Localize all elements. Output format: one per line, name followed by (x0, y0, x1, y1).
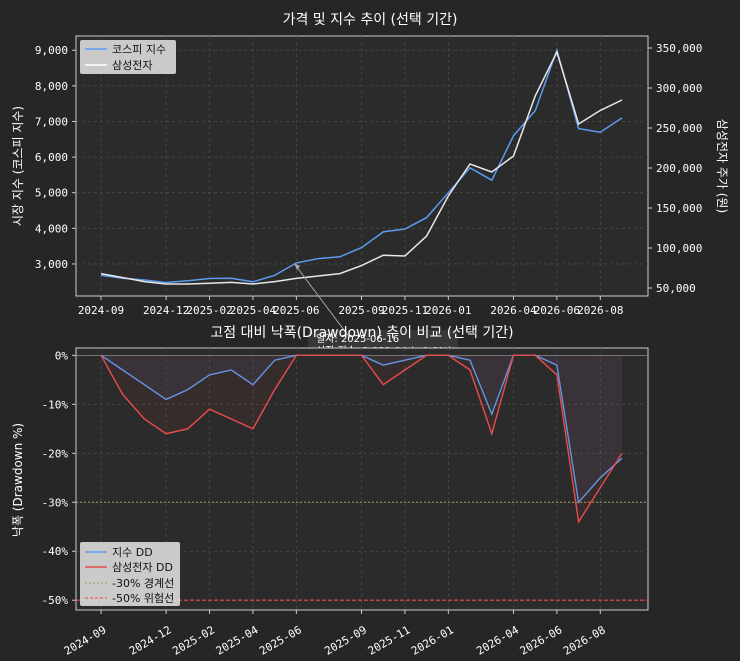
series-line-index (100, 47, 623, 284)
top-left-tick-label: 6,000 (35, 151, 68, 164)
top-x-tick-label: 2026-04 (490, 304, 537, 317)
bottom-y-tick-label: -10% (42, 398, 69, 411)
top-series-lines (100, 47, 623, 285)
top-right-tick-label: 200,000 (656, 162, 702, 175)
bottom-y-tick-label: -50% (42, 594, 69, 607)
annotation-arrowhead (294, 263, 300, 270)
bottom-y-tick-label: -40% (42, 545, 69, 558)
legend-label-index-dd: 지수 DD (112, 546, 153, 559)
annotation-arrow (295, 265, 351, 339)
area-index-dd (101, 355, 622, 503)
legend-label-stock: 삼성전자 (112, 59, 152, 72)
top-right-tick-label: 50,000 (656, 282, 696, 295)
top-left-tick-label: 7,000 (35, 115, 68, 128)
top-left-tick-label: 9,000 (35, 44, 68, 57)
top-x-tick-label: 2026-01 (425, 304, 471, 317)
area-stock-dd (101, 355, 622, 522)
bottom-chart-title: 고점 대비 낙폭(Drawdown) 추이 비교 (선택 기간) (210, 325, 513, 341)
legend-label-index: 코스피 지수 (112, 43, 166, 56)
top-x-tick-label: 2025-11 (382, 304, 428, 317)
top-chart-title: 가격 및 지수 추이 (선택 기간) (283, 12, 458, 28)
bottom-legend-box (80, 542, 180, 606)
top-x-tick-label: 2025-09 (338, 304, 384, 317)
top-right-tick-label: 350,000 (656, 42, 702, 55)
top-left-axis-label: 시장 지수 (코스피 지수) (11, 106, 25, 226)
series-line-stock (100, 49, 623, 285)
bottom-y-tick-label: -30% (42, 496, 69, 509)
top-plot-area (75, 35, 649, 297)
annotation-line-1: 일자: 2025-06-16 (316, 333, 399, 345)
top-x-tick-label: 2026-08 (577, 304, 623, 317)
top-right-tick-label: 250,000 (656, 122, 702, 135)
top-x-tick-label: 2025-04 (230, 304, 277, 317)
top-legend: 코스피 지수 삼성전자 (80, 40, 176, 74)
top-left-tick-label: 8,000 (35, 80, 68, 93)
top-left-tick-label: 4,000 (35, 222, 68, 235)
legend-label-stock-dd: 삼성전자 DD (112, 561, 173, 574)
bottom-series (76, 354, 648, 601)
top-x-tick-label: 2025-02 (186, 304, 232, 317)
top-left-tick-label: 3,000 (35, 258, 68, 271)
top-left-tick-label: 5,000 (35, 187, 68, 200)
top-right-tick-label: 150,000 (656, 202, 702, 215)
bottom-y-axis-label: 낙폭 (Drawdown %) (11, 423, 25, 537)
top-right-axis-ticks: 50,000 100,000 150,000 200,000 250,000 300,00… (648, 42, 702, 295)
top-x-tick-label: 2026-06 (534, 304, 580, 317)
top-x-tick-label: 2025-06 (273, 304, 319, 317)
bottom-legend: 지수 DD 삼성전자 DD -30% 경계선 -50% 위험선 (80, 542, 180, 606)
top-right-tick-label: 300,000 (656, 82, 702, 95)
bottom-y-axis-ticks: 0% -10% -20% -30% -40% -50% (42, 349, 76, 607)
legend-label-danger: -50% 위험선 (112, 592, 174, 605)
top-right-tick-label: 100,000 (656, 242, 702, 255)
legend-label-warn: -30% 경계선 (112, 577, 174, 590)
series-line-stock-dd (100, 354, 623, 524)
top-x-tick-label: 2024-09 (78, 304, 124, 317)
top-grid (76, 36, 648, 296)
top-left-axis-ticks: 3,000 4,000 5,000 6,000 7,000 8,000 9,000 (35, 44, 76, 271)
top-x-tick-label: 2024-12 (143, 304, 189, 317)
top-right-axis-label: 삼성전자 주가 (원) (715, 119, 729, 213)
bottom-y-tick-label: 0% (55, 349, 69, 362)
bottom-y-tick-label: -20% (42, 447, 69, 460)
